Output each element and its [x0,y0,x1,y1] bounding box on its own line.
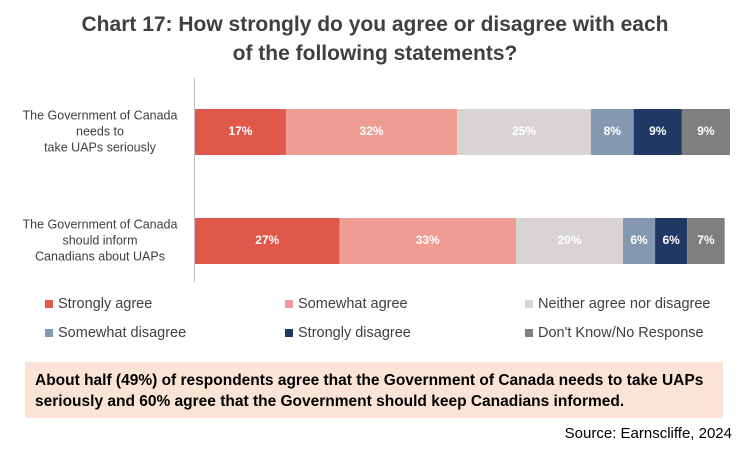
legend-swatch [45,329,53,337]
category-label: The Government of Canada [23,108,178,122]
bar-segment [623,218,656,264]
legend-swatch [45,300,53,308]
bar-segment [633,109,682,155]
bar-segment [285,109,458,155]
legend-label: Strongly agree [58,296,152,312]
category-label: should inform [62,233,137,247]
bar-segment [655,218,688,264]
legend-swatch [525,329,533,337]
value-label: 20% [557,233,581,247]
legend-label: Neither agree nor disagree [538,296,711,312]
legend-swatch [285,300,293,308]
value-label: 33% [416,233,440,247]
legend-swatch [525,300,533,308]
legend-label: Somewhat disagree [58,325,186,341]
source: Source: Earnscliffe, 2024 [564,425,732,442]
value-label: 25% [512,124,536,138]
legend-label: Don't Know/No Response [538,325,704,341]
bar-segment [681,109,730,155]
bar-segment [516,218,623,264]
value-label: 27% [255,233,279,247]
legend-label: Somewhat agree [298,296,408,312]
value-label: 7% [697,233,715,247]
bar-segment [457,109,591,155]
annotation: About half (49%) of respondents agree th… [25,362,723,418]
category-label: The Government of Canada [23,217,178,231]
chart-title: Chart 17: How strongly do you agree or d… [81,13,669,65]
category-label: needs to [76,124,124,138]
value-label: 6% [630,233,648,247]
value-label: 32% [360,124,384,138]
category-label: take UAPs seriously [44,140,157,154]
legend-label: Strongly disagree [298,325,411,341]
value-label: 6% [662,233,680,247]
bar-segment [195,109,286,155]
value-label: 9% [697,124,715,138]
bar-segment [195,218,340,264]
bar-segment [339,218,516,264]
value-label: 9% [649,124,667,138]
value-label: 17% [228,124,252,138]
legend-swatch [285,329,293,337]
category-label: Canadians about UAPs [35,249,165,263]
bar-segment [590,109,634,155]
value-label: 8% [604,124,622,138]
bar-segment [687,218,725,264]
